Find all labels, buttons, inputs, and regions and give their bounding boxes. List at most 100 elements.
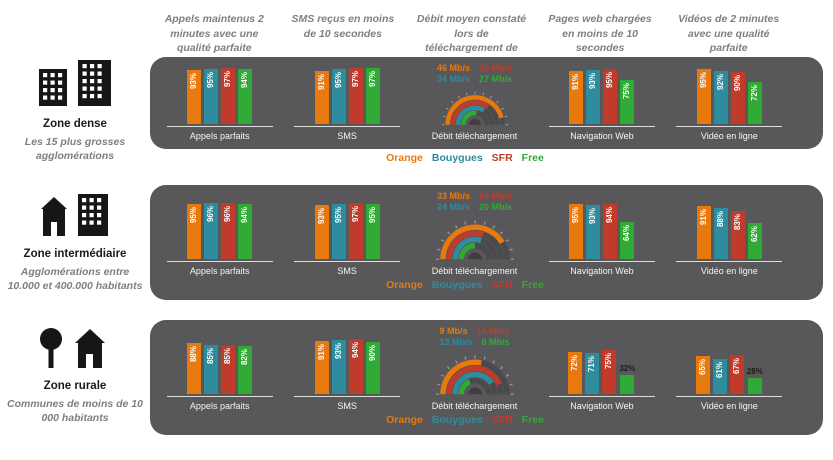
axis-line (294, 261, 401, 262)
bar-value-label: 61% (714, 362, 724, 379)
bar-group: 93% 95% 97% 94% (187, 66, 253, 124)
chart-label: SMS (337, 401, 357, 411)
bar-bouygues: 95% (331, 204, 346, 259)
bar-column: 83% (730, 201, 745, 259)
gauge-value-line: 46 Mb/s 35 Mb/s (437, 63, 512, 73)
legend-item-orange: Orange (386, 279, 423, 291)
bar-group: 91% 88% 83% 62% (696, 201, 762, 259)
gauge-chart: 9 Mb/s 14 Mb/s 13 Mb/s 6 Mb/s Débit téléchar… (411, 326, 538, 435)
bar-value-label: 94% (240, 207, 250, 224)
bar-value-label: 97% (223, 71, 233, 88)
zone-panel-rurale: 88% 85% 85% 82% Appels parfaits 91% 93% 94% 90% S… (150, 320, 823, 435)
gauge-chart: 33 Mb/s 24 Mb/s 24 Mb/s 20 Mb/s Débit téléch… (411, 191, 538, 300)
bar-value-label: 71% (587, 356, 597, 373)
bar-chart: 95% 96% 96% 94% Appels parfaits (156, 191, 283, 300)
chart-label: SMS (337, 266, 357, 276)
bar-free: 94% (238, 69, 253, 124)
axis-line (676, 126, 783, 127)
zone-panel-intermediaire: 95% 96% 96% 94% Appels parfaits 93% 95% 97% 95% S… (150, 185, 823, 300)
bar-column: 91% (314, 66, 329, 124)
bar-column: 67% (729, 336, 744, 394)
column-header-appels: Appels maintenus 2 minutes avec une qual… (164, 13, 264, 55)
axis-line (548, 126, 655, 127)
bar-free: 82% (238, 346, 253, 394)
legend-item-free: Free (521, 152, 544, 164)
bar-group: 72% 71% 75% 32% (568, 336, 635, 394)
bar-value-label: 94% (240, 72, 250, 89)
bar-value-label: 64% (622, 225, 632, 242)
gauge-value-sfr: 14 Mb/s (476, 326, 510, 336)
bar-column: 75% (620, 66, 635, 124)
bar-value-label: 96% (223, 206, 233, 223)
bar-column: 91% (696, 201, 711, 259)
bar-value-label: 91% (698, 209, 708, 226)
chart-label: Navigation Web (570, 266, 634, 276)
bar-orange: 91% (696, 206, 711, 259)
bar-value-label: 82% (240, 349, 250, 366)
bar-bouygues: 95% (204, 69, 219, 124)
legend-item-free: Free (521, 414, 544, 426)
legend-item-bouygues: Bouygues (431, 279, 483, 291)
bar-value-label: 95% (571, 207, 581, 224)
bar-chart: 91% 88% 83% 62% Vidéo en ligne (666, 191, 793, 300)
chart-label: Vidéo en ligne (700, 266, 758, 276)
bar-free: 95% (365, 204, 380, 259)
bar-bouygues: 93% (586, 70, 601, 124)
bar-column: 93% (314, 201, 329, 259)
bar-value-label: 28% (746, 367, 763, 376)
gauge-value-bouygues: 24 Mb/s (437, 202, 471, 213)
tree-house-icon (6, 322, 144, 368)
bar-column: 88% (187, 336, 202, 394)
bar-sfr: 97% (348, 68, 363, 124)
gauge-chart: 46 Mb/s 35 Mb/s 34 Mb/s 27 Mb/s Débit téléch… (411, 63, 538, 149)
bar-bouygues: 88% (713, 208, 728, 259)
bar-column: 95% (569, 201, 584, 259)
gauge-value-bouygues: 13 Mb/s (439, 337, 473, 348)
bar-sfr: 83% (730, 211, 745, 259)
zone-info-rurale: Zone rurale Communes de moins de 10 000 h… (0, 322, 150, 425)
chart-label: SMS (337, 131, 357, 141)
bar-column: 61% (712, 336, 727, 394)
axis-line (294, 126, 401, 127)
bar-value-label: 93% (189, 73, 199, 90)
gauge-values: 33 Mb/s 24 Mb/s 24 Mb/s 20 Mb/s (437, 191, 512, 213)
bar-column: 97% (348, 201, 363, 259)
bar-group: 93% 95% 97% 95% (314, 201, 380, 259)
chart-label: Navigation Web (570, 131, 634, 141)
bar-sfr: 94% (348, 339, 363, 394)
bar-sfr: 90% (730, 72, 745, 124)
bar-value-label: 75% (604, 353, 614, 370)
bar-orange: 95% (187, 204, 202, 259)
zone-info-intermediaire: Zone intermédiaire Agglomérations entre 1… (0, 190, 150, 293)
bar-orange: 72% (568, 352, 583, 394)
bar-column: 85% (204, 336, 219, 394)
bar-bouygues: 93% (331, 340, 346, 394)
bar-sfr: 97% (348, 203, 363, 259)
bar-value-label: 96% (206, 206, 216, 223)
bar-bouygues: 71% (585, 353, 600, 394)
legend-item-bouygues: Bouygues (431, 152, 483, 164)
bar-sfr: 85% (221, 345, 236, 394)
gauge-value-line: 34 Mb/s 27 Mb/s (437, 74, 512, 84)
gauge-dial (441, 91, 508, 125)
chart-label: Débit téléchargement (431, 266, 518, 276)
column-header-web: Pages web chargées en moins de 10 second… (548, 13, 652, 55)
bar-value-label: 85% (223, 348, 233, 365)
bar-free: 94% (238, 204, 253, 259)
bar-value-label: 91% (316, 344, 326, 361)
bar-value-label: 95% (333, 207, 343, 224)
bar-column: 71% (585, 336, 600, 394)
bar-value-label: 90% (367, 345, 377, 362)
axis-line (166, 261, 273, 262)
axis-line (548, 261, 655, 262)
operator-legend: Orange Bouygues SFR Free (345, 414, 585, 426)
bar-value-label: 75% (622, 83, 632, 100)
bar-chart: 93% 95% 97% 94% Appels parfaits (156, 63, 283, 149)
legend-item-bouygues: Bouygues (431, 414, 483, 426)
bar-column: 94% (238, 201, 253, 259)
bar-orange: 91% (314, 341, 329, 394)
bar-orange: 91% (314, 71, 329, 124)
bar-sfr: 96% (221, 203, 236, 259)
bar-column: 95% (331, 66, 346, 124)
